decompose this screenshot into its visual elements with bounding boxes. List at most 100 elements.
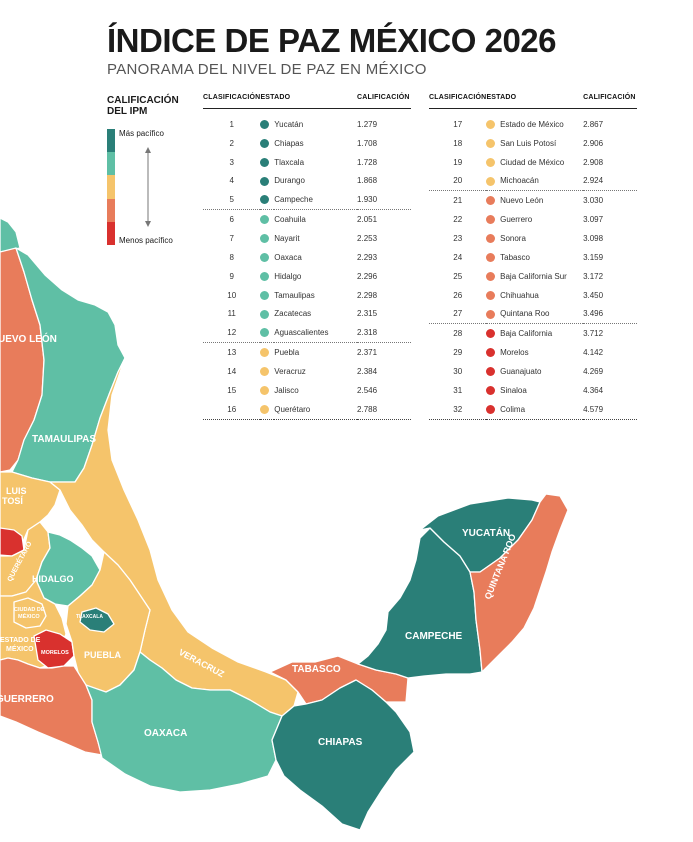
table-row: 18 San Luis Potosí 2.906	[429, 134, 637, 153]
column-header-state: ESTADO	[486, 94, 584, 109]
rank-cell: 20	[429, 171, 487, 192]
rank-cell: 7	[229, 233, 234, 243]
state-coahuila[interactable]	[0, 217, 21, 253]
level-dot-icon	[486, 138, 496, 148]
state-quintana-roo[interactable]	[469, 493, 569, 673]
legend-bottom-label: Menos pacífico	[119, 236, 173, 245]
rank-cell: 12	[203, 323, 261, 344]
table-row: 4 Durango 1.868	[203, 172, 411, 191]
table-row: 14 Veracruz 2.384	[203, 362, 411, 381]
table-row: 17 Estado de México 2.867	[429, 109, 637, 134]
column-header-state: ESTADO	[260, 94, 358, 109]
score-cell: 2.293	[357, 252, 378, 262]
table-row: 28 Baja California 3.712	[429, 324, 637, 343]
level-dot-cell	[486, 229, 500, 248]
level-dot-icon	[260, 290, 270, 300]
column-header-score: CALIFICACIÓN	[357, 94, 411, 109]
table-row: 21 Nuevo León 3.030	[429, 191, 637, 210]
score-cell: 4.364	[583, 385, 604, 395]
score-cell: 2.318	[357, 323, 411, 344]
rank-cell: 16	[203, 399, 261, 420]
state-cell: Baja California	[500, 329, 553, 339]
state-tabasco[interactable]	[269, 655, 409, 705]
state-cell: Coahuila	[274, 215, 306, 225]
score-cell: 1.930	[357, 190, 411, 211]
score-cell: 3.098	[583, 233, 604, 243]
legend-title-line1: CALIFICACIÓN	[107, 95, 179, 106]
level-dot-cell	[260, 172, 274, 191]
state-cell: Nuevo León	[500, 196, 544, 206]
state-ciudad-de-mexico[interactable]	[13, 597, 47, 629]
map-label-morelos: MORELOS	[41, 650, 69, 656]
score-cell: 1.708	[357, 138, 378, 148]
page-title: ÍNDICE DE PAZ MÉXICO 2026	[107, 22, 557, 59]
score-cell: 1.728	[357, 157, 378, 167]
score-cell: 3.030	[583, 196, 604, 206]
state-cell: Baja California Sur	[500, 271, 567, 281]
level-dot-cell	[486, 171, 501, 192]
level-dot-cell	[260, 323, 275, 344]
rank-cell: 30	[453, 366, 463, 376]
state-cell: Yucatán	[274, 119, 304, 129]
state-cell: Chiapas	[274, 138, 304, 148]
state-cell: Jalisco	[274, 385, 299, 395]
level-dot-cell	[260, 210, 274, 229]
table-row: 15 Jalisco 2.546	[203, 381, 411, 400]
map-label-chiapas: CHIAPAS	[318, 737, 363, 748]
level-dot-cell	[260, 304, 274, 323]
rank-cell: 32	[429, 399, 487, 420]
score-cell: 2.298	[357, 290, 378, 300]
score-cell: 2.546	[357, 385, 378, 395]
rank-cell: 28	[453, 329, 463, 339]
level-dot-icon	[486, 404, 496, 414]
level-dot-icon	[486, 120, 496, 130]
state-cell: Sonora	[500, 233, 526, 243]
table-row: 2 Chiapas 1.708	[203, 134, 411, 153]
state-cell: Colima	[500, 399, 584, 420]
score-cell: 3.496	[583, 304, 637, 325]
state-cell: Aguascalientes	[274, 323, 358, 344]
state-cell: Tlaxcala	[274, 157, 305, 167]
table-row: 11 Zacatecas 2.315	[203, 304, 411, 323]
level-dot-icon	[260, 328, 270, 338]
rank-cell: 1	[229, 119, 234, 129]
map-label-yucatan: YUCATÁN	[462, 526, 510, 539]
table-row: 9 Hidalgo 2.296	[203, 267, 411, 286]
score-cell: 2.924	[583, 171, 637, 192]
map-label-nuevo-leon: UEVO LEÓN	[0, 332, 57, 345]
state-morelos[interactable]	[33, 629, 75, 669]
map-label-campeche: CAMPECHE	[405, 631, 463, 642]
level-dot-icon	[260, 253, 270, 263]
table-row: 6 Coahuila 2.051	[203, 210, 411, 229]
legend-color-scale	[107, 129, 115, 245]
level-dot-cell	[486, 153, 500, 172]
column-header-rank: CLASIFICACIÓN	[203, 94, 261, 109]
score-cell: 2.371	[357, 348, 378, 358]
legend-title-line2: DEL IPM	[107, 106, 148, 117]
table-row: 32 Colima 4.579	[429, 399, 637, 420]
state-hidalgo[interactable]	[35, 531, 101, 607]
score-cell: 2.788	[357, 399, 411, 420]
legend-top-label: Más pacífico	[119, 129, 164, 138]
level-dot-cell	[486, 248, 500, 267]
map-label-hidalgo: HIDALGO	[32, 574, 74, 584]
rank-cell: 2	[229, 138, 234, 148]
level-dot-icon	[486, 157, 496, 167]
double-arrow-icon	[145, 147, 151, 227]
table-row: 25 Baja California Sur 3.172	[429, 267, 637, 286]
level-dot-icon	[486, 253, 496, 263]
table-row: 20 Michoacán 2.924	[429, 171, 637, 192]
table-row: 16 Querétaro 2.788	[203, 399, 411, 420]
table-row: 30 Guanajuato 4.269	[429, 362, 637, 381]
legend-swatch-5	[107, 221, 115, 245]
map-label-slp-line1: LUIS	[6, 486, 27, 496]
state-chiapas[interactable]	[271, 679, 415, 831]
state-cell: Sinaloa	[500, 385, 527, 395]
rank-cell: 31	[453, 385, 463, 395]
level-dot-icon	[486, 367, 496, 377]
level-dot-icon	[486, 234, 496, 244]
table-row: 24 Tabasco 3.159	[429, 248, 637, 267]
level-dot-icon	[260, 215, 270, 225]
table-row: 31 Sinaloa 4.364	[429, 381, 637, 400]
state-tlaxcala[interactable]	[79, 607, 115, 633]
